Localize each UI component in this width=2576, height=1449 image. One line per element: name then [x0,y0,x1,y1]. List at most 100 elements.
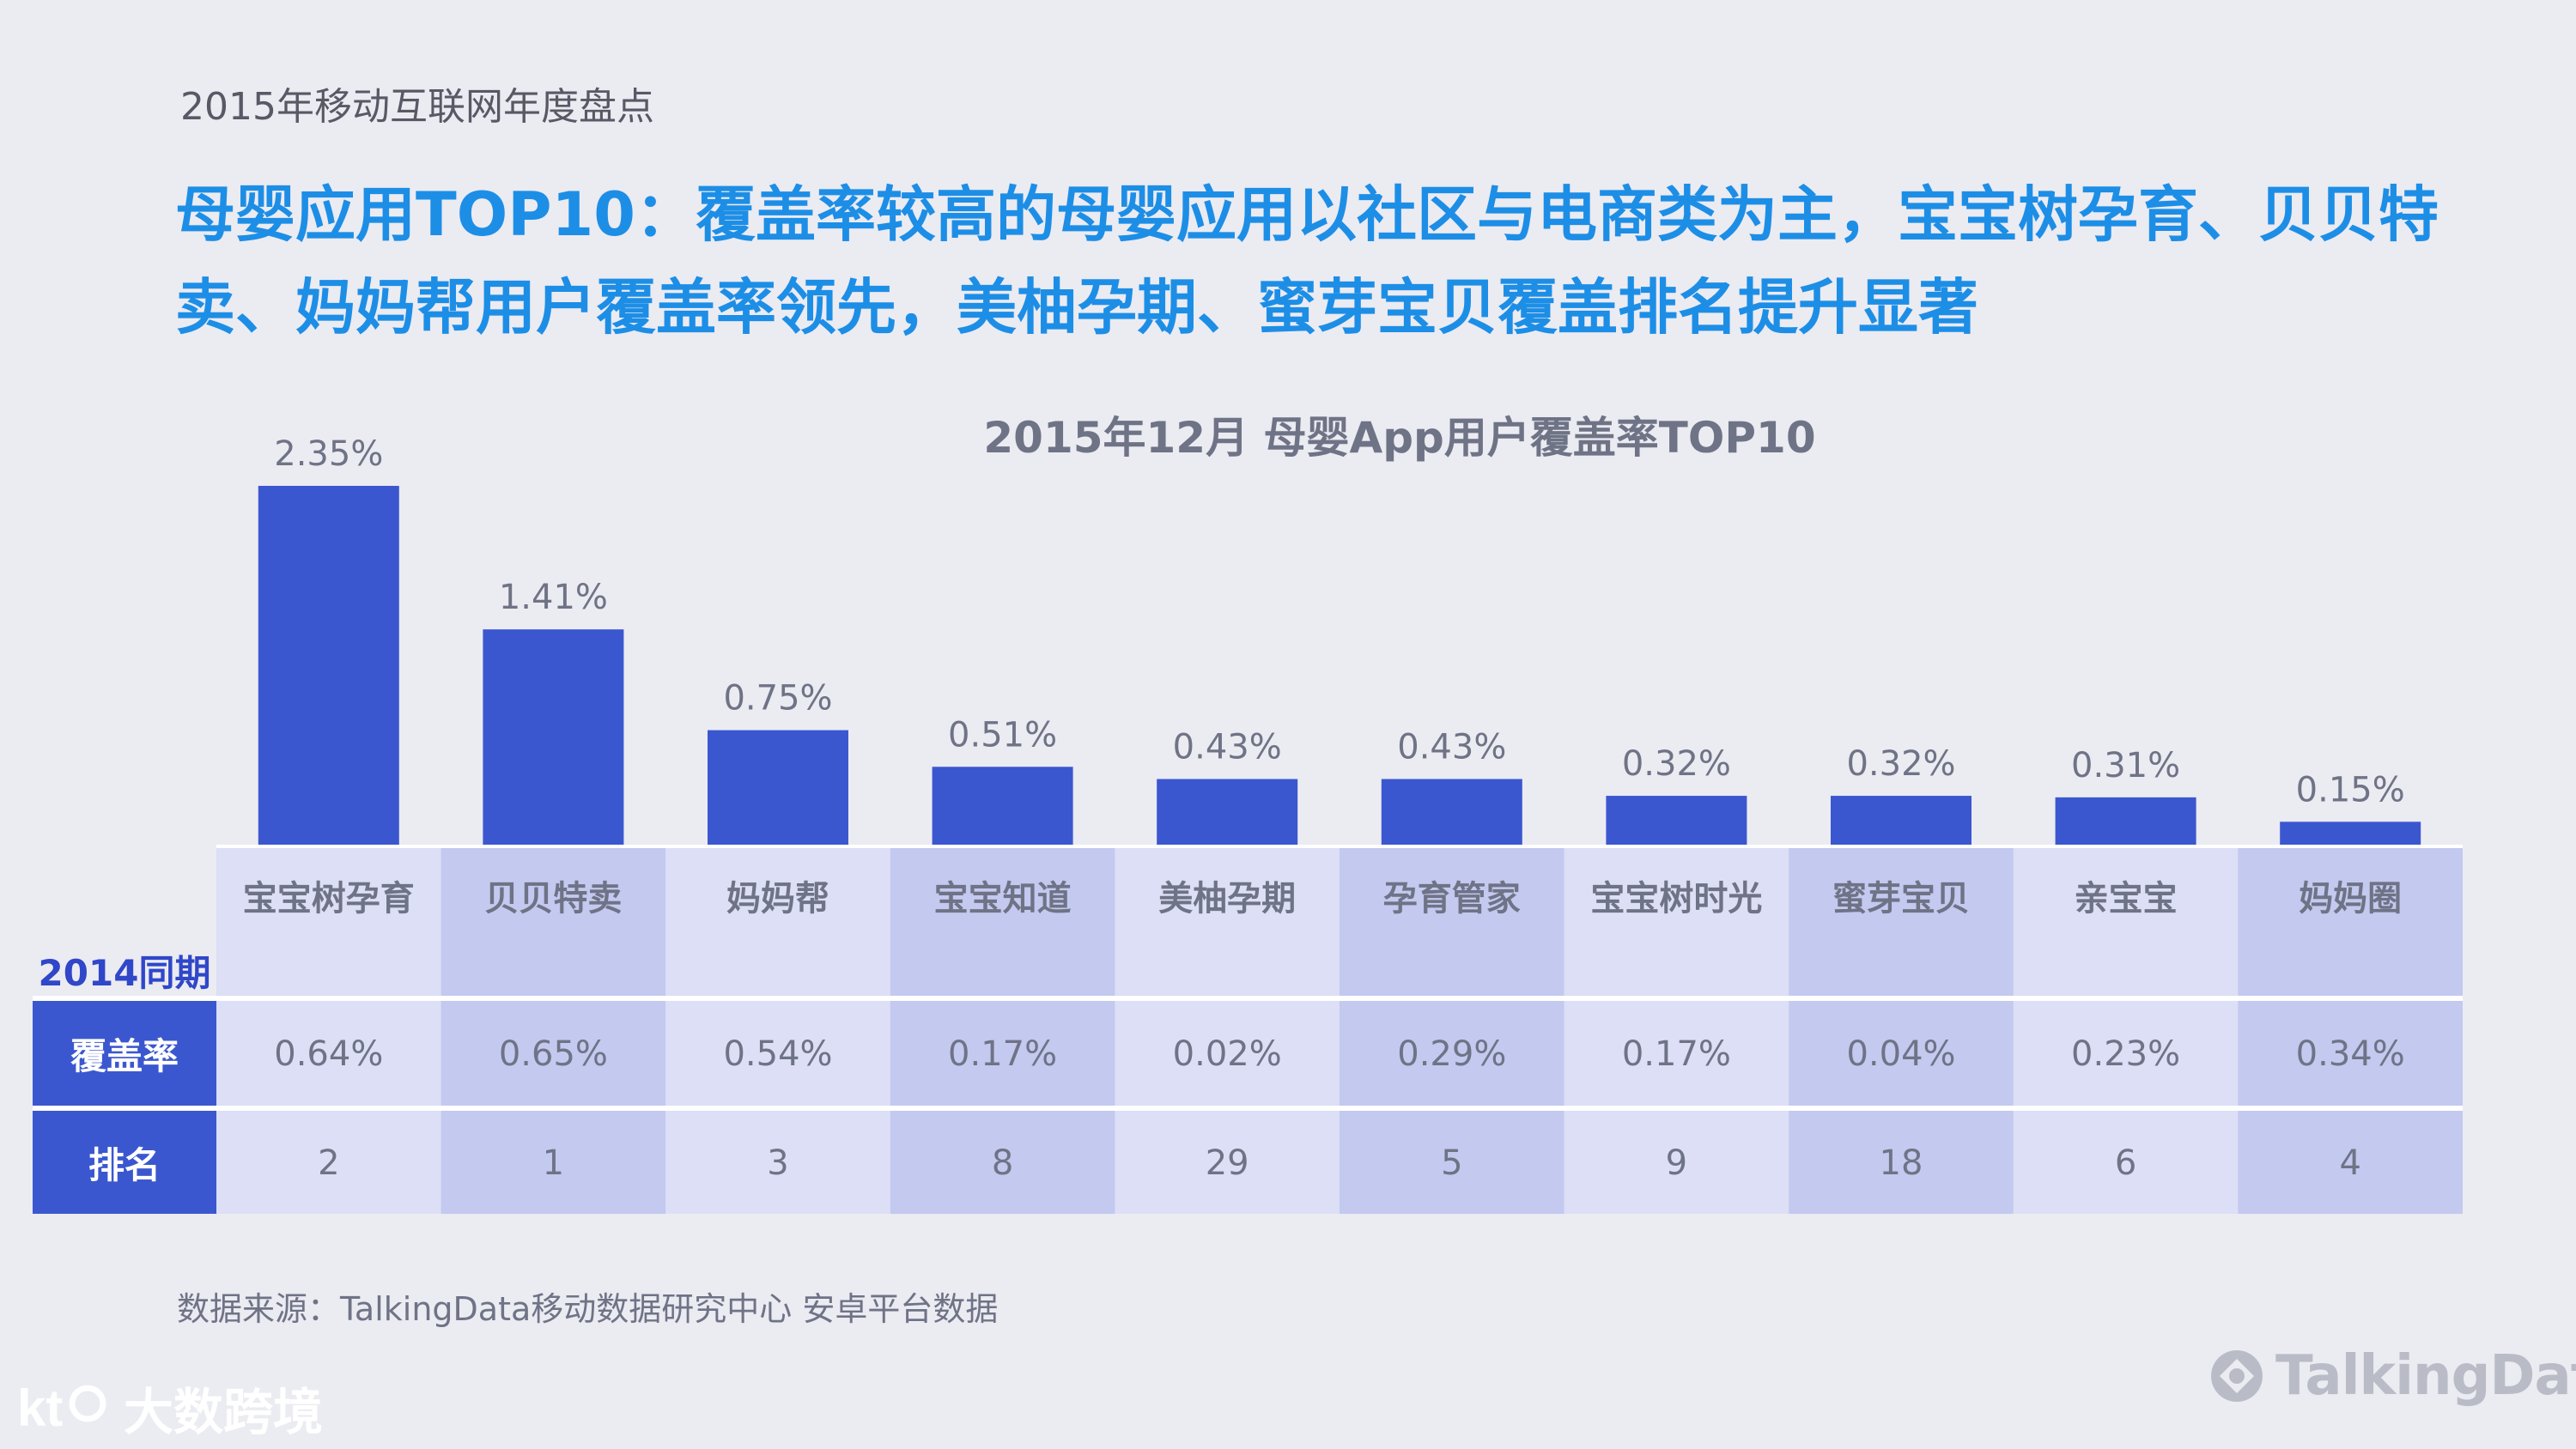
rank-cell [2238,1111,2463,1214]
coverage-2014-value: 0.17% [948,1034,1057,1074]
category-cell [665,848,890,996]
bar-value-label: 0.51% [948,715,1057,755]
rank-row-header: 排名 [33,1111,216,1214]
bar [2280,822,2421,845]
coverage-2014-value: 0.54% [723,1034,832,1074]
rank-2014-value: 6 [2115,1143,2136,1183]
table-grid-lines [33,845,2463,1111]
coverage-2014-value: 0.29% [1397,1034,1506,1074]
bar-value-label: 0.43% [1397,728,1506,767]
bar [483,629,624,845]
coverage-cell [665,1001,890,1106]
rank-2014-value: 2 [318,1143,339,1183]
rank-cell [1789,1111,2014,1214]
rank-2014-value: 5 [1441,1143,1462,1183]
bar-value-label: 0.32% [1846,744,1955,784]
bar [1157,779,1298,845]
category-cell [2238,848,2463,996]
bar-value-label: 0.31% [2071,746,2180,785]
category-label: 孕育管家 [1383,879,1521,919]
watermark-right-text: TalkingData [2275,1344,2576,1408]
page-headline: 母婴应用TOP10：覆盖率较高的母婴应用以社区与电商类为主，宝宝树孕育、贝贝特卖… [175,179,2439,343]
watermark-left-text: 大数跨境 [124,1383,324,1441]
category-label: 妈妈圈 [2299,879,2402,919]
category-cell [440,848,666,996]
category-label: 亲宝宝 [2075,879,2178,919]
category-label: 蜜芽宝贝 [1832,879,1970,919]
coverage-cell [2013,1001,2239,1106]
category-cell [1115,848,1340,996]
category-cell [1789,848,2014,996]
rank-cell [2013,1111,2239,1214]
coverage-2014-value: 0.04% [1846,1034,1955,1074]
bar-value-labels: 2.35% 1.41% 0.75% 0.51% 0.43% 0.43% 0.32% 0.32%… [274,434,2404,809]
bar [1606,796,1747,845]
watermark-left: kt 大数跨境 [17,1372,323,1444]
rank-cell [665,1111,890,1214]
rank-cell [890,1111,1115,1214]
category-cell [1340,848,1564,996]
bar [932,767,1073,845]
data-source-note: 数据来源：TalkingData移动数据研究中心 安卓平台数据 [177,1290,999,1328]
rank-cell [1115,1111,1340,1214]
category-cell [2013,848,2239,996]
coverage-2014-values: 0.64% 0.65% 0.54% 0.17% 0.02% 0.29% 0.17% 0.04%… [274,1034,2404,1074]
svg-text:kt: kt [17,1379,63,1437]
bar [1831,796,1971,845]
rank-2014-value: 1 [543,1143,564,1183]
bar-value-label: 0.75% [723,679,832,718]
coverage-2014-value: 0.23% [2071,1034,2180,1074]
talkingdata-logo-icon [2211,1350,2263,1402]
rank-2014-values: 2 1 3 8 29 5 9 18 6 4 [318,1143,2361,1183]
rank-2014-value: 29 [1206,1143,1249,1183]
table-cells [216,848,2463,1214]
rank-cell [440,1111,666,1214]
coverage-cell [2238,1001,2463,1106]
category-label: 美柚孕期 [1158,879,1296,919]
coverage-cell [890,1001,1115,1106]
rank-2014-value: 4 [2339,1143,2360,1183]
rank-2014-value: 18 [1880,1143,1923,1183]
coverage-2014-value: 0.34% [2296,1034,2405,1074]
bars [258,486,2421,845]
bar-value-label: 1.41% [499,578,608,617]
category-cell [1564,848,1789,996]
rank-2014-value: 8 [992,1143,1013,1183]
comparison-2014-label: 2014同期 [38,952,211,994]
category-cell [216,848,441,996]
rank-2014-value: 9 [1666,1143,1687,1183]
rank-2014-value: 3 [767,1143,788,1183]
coverage-2014-value: 0.65% [499,1034,608,1074]
category-label: 宝宝知道 [934,879,1072,919]
bar-value-label: 0.15% [2296,770,2405,809]
bar [2055,797,2196,845]
coverage-cell [1564,1001,1789,1106]
category-label: 宝宝树孕育 [243,879,415,919]
rank-cell [1564,1111,1789,1214]
coverage-row-header: 覆盖率 [33,1001,216,1106]
bar [708,730,848,845]
coverage-2014-value: 0.02% [1173,1034,1282,1074]
category-label: 宝宝树时光 [1590,879,1762,919]
bar-value-label: 0.32% [1622,744,1731,784]
row-separator [33,996,2463,1001]
watermark-right: TalkingData [2207,1344,2576,1408]
category-label: 妈妈帮 [726,879,829,919]
coverage-cell [1115,1001,1340,1106]
rank-cell [1340,1111,1564,1214]
coverage-2014-value: 0.17% [1622,1034,1731,1074]
watermark-logo-icon: kt [17,1379,106,1437]
category-labels: 宝宝树孕育 贝贝特卖 妈妈帮 宝宝知道 美柚孕期 孕育管家 宝宝树时光 蜜芽宝贝 亲宝宝 妈妈圈 [243,879,2402,919]
bar [1381,779,1522,845]
coverage-cell [1789,1001,2014,1106]
category-cell [890,848,1115,996]
coverage-cell [440,1001,666,1106]
bar-value-label: 0.43% [1173,728,1282,767]
coverage-2014-value: 0.64% [274,1034,383,1074]
bar-value-label: 2.35% [274,434,383,474]
rank-cell [216,1111,441,1214]
report-topic: 2015年移动互联网年度盘点 [180,85,654,129]
chart-title: 2015年12月 母婴App用户覆盖率TOP10 [983,413,1816,463]
coverage-cell [216,1001,441,1106]
